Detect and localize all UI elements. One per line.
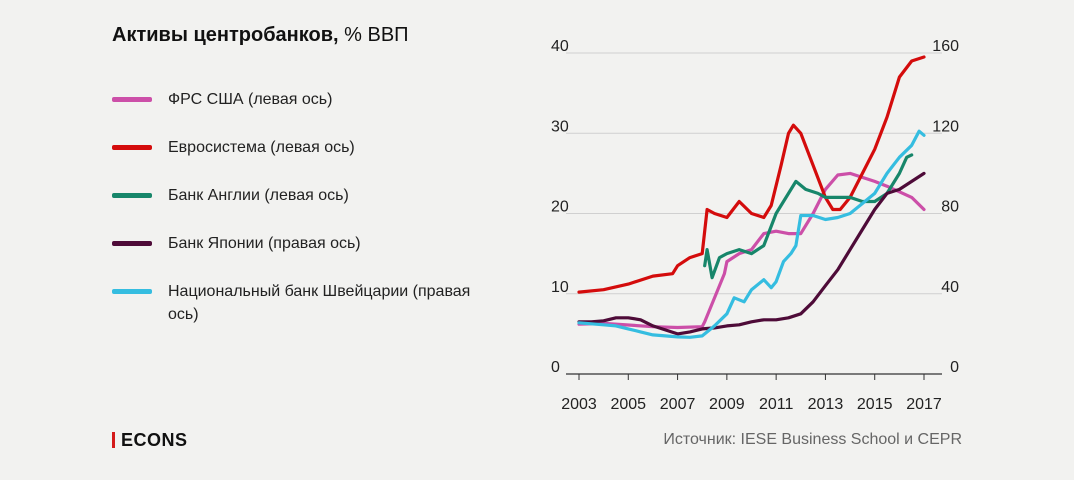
legend-swatch xyxy=(112,193,152,198)
legend-label: Национальный банк Швейцарии (правая ось) xyxy=(168,283,471,323)
series-line xyxy=(577,171,926,330)
x-tick-label: 2007 xyxy=(660,396,696,413)
x-tick-label: 2005 xyxy=(610,396,646,413)
y-right-tick-label: 160 xyxy=(932,38,959,55)
chart-title: Активы центробанков, % ВВП xyxy=(112,24,409,47)
legend-label: ФРС США (левая ось) xyxy=(168,91,333,108)
series-line xyxy=(703,153,914,280)
legend-label: Евросистема (левая ось) xyxy=(168,139,355,156)
legend-item: Банк Англии (левая ось) xyxy=(112,184,492,232)
legend: ФРС США (левая ось) Евросистема (левая ос… xyxy=(112,88,492,328)
chart-title-unit: % ВВП xyxy=(338,24,409,46)
y-right-tick-label: 80 xyxy=(941,199,959,216)
y-right-tick-label: 40 xyxy=(941,279,959,296)
legend-swatch xyxy=(112,241,152,246)
legend-swatch xyxy=(112,97,152,102)
series-line xyxy=(577,129,926,339)
y-right-tick-label: 120 xyxy=(932,118,959,135)
x-tick-label: 2015 xyxy=(857,396,893,413)
y-left-tick-label: 20 xyxy=(551,199,569,216)
series-line xyxy=(577,171,926,336)
legend-item: Национальный банк Швейцарии (правая ось) xyxy=(112,280,492,328)
legend-item: Банк Японии (правая ось) xyxy=(112,232,492,280)
source-note: Источник: IESE Business School и CEPR xyxy=(663,431,962,448)
chart-title-bold: Активы центробанков, xyxy=(112,24,339,46)
y-right-tick-label: 0 xyxy=(950,359,959,376)
y-left-tick-label: 30 xyxy=(551,118,569,135)
legend-swatch xyxy=(112,145,152,150)
x-tick-label: 2013 xyxy=(808,396,844,413)
logo-text: ECONS xyxy=(121,430,188,450)
y-left-tick-label: 10 xyxy=(551,279,569,296)
y-left-tick-label: 40 xyxy=(551,38,569,55)
series-line xyxy=(577,55,926,294)
x-tick-label: 2017 xyxy=(906,396,942,413)
logo-bar-icon xyxy=(112,432,115,448)
x-tick-label: 2003 xyxy=(561,396,597,413)
legend-item: Евросистема (левая ось) xyxy=(112,136,492,184)
legend-item: ФРС США (левая ось) xyxy=(112,88,492,136)
y-left-tick-label: 0 xyxy=(551,359,560,376)
legend-label: Банк Японии (правая ось) xyxy=(168,235,361,252)
legend-swatch xyxy=(112,289,152,294)
x-tick-label: 2011 xyxy=(759,396,794,413)
econs-logo: ECONS xyxy=(112,430,188,451)
legend-label: Банк Англии (левая ось) xyxy=(168,187,349,204)
x-tick-label: 2009 xyxy=(709,396,745,413)
